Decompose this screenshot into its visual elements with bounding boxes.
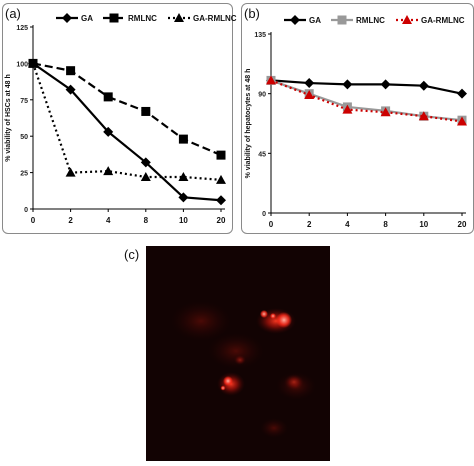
x-tick-label: 20 <box>458 220 467 229</box>
data-point-ga-rmlnc <box>418 111 429 121</box>
x-tick-label: 0 <box>31 216 36 225</box>
y-tick-label: 0 <box>262 211 266 218</box>
legend-marker-ga-rmlnc <box>174 13 184 22</box>
data-point-ga <box>304 78 315 89</box>
x-tick-label: 0 <box>269 220 274 229</box>
series-line-rmlnc <box>270 79 463 122</box>
y-tick-label: 75 <box>20 98 28 105</box>
data-point-ga <box>140 157 151 168</box>
x-tick-label: 10 <box>179 216 188 225</box>
data-point-ga <box>380 79 391 90</box>
data-point-ga-rmlnc <box>380 107 391 117</box>
bright-spot <box>276 312 292 328</box>
data-point-ga <box>216 195 226 206</box>
legend-label: RMLNC <box>128 14 157 23</box>
y-tick-label: 135 <box>254 32 266 39</box>
y-tick-label: 100 <box>16 61 28 68</box>
chart-a-viability-hscs: 0 25 50 75 100 125 0 2 4 8 10 20 % viability of HSCs… <box>5 13 237 225</box>
x-tick-label: 2 <box>68 216 73 225</box>
data-point-rmlnc <box>216 150 226 160</box>
data-point-ga <box>65 84 76 95</box>
data-point-rmlnc <box>141 106 151 116</box>
data-point-ga <box>418 80 429 91</box>
data-point-rmlnc <box>66 66 76 76</box>
y-tick-label: 125 <box>16 25 28 32</box>
series-line-ga-rmlnc <box>270 79 463 123</box>
data-point-ga-rmlnc <box>28 58 38 68</box>
legend-marker-ga <box>62 13 72 23</box>
x-tick-label: 10 <box>419 220 428 229</box>
y-tick-label: 0 <box>24 207 28 214</box>
series-line-ga <box>32 62 222 202</box>
series-line-ga-rmlnc <box>31 63 222 181</box>
legend-marker-ga <box>290 15 300 25</box>
data-point-ga-rmlnc <box>65 167 76 177</box>
data-point-ga-rmlnc <box>342 104 353 114</box>
bright-spot <box>220 385 226 391</box>
faint-cell-region <box>260 418 288 438</box>
panel-c-label: (c) <box>124 247 140 262</box>
panel-b-label: (b) <box>244 6 260 21</box>
y-axis-label: % viability of HSCs at 48 h <box>5 74 12 162</box>
legend-marker-rmlnc <box>109 13 119 23</box>
legend-label: GA <box>309 16 321 25</box>
data-point-ga-rmlnc <box>216 174 226 184</box>
y-axis-label: % viability of hepatocytes at 48 h <box>245 69 252 179</box>
fluorescent-cell <box>284 374 304 390</box>
x-tick-label: 4 <box>345 220 350 229</box>
x-tick-label: 8 <box>383 220 388 229</box>
chart-b-viability-hepatocytes: 0 45 90 135 0 2 4 8 10 20 % viability of hepatocyt… <box>245 15 467 229</box>
y-tick-label: 25 <box>20 171 28 178</box>
legend-marker-rmlnc <box>337 15 347 25</box>
y-tick-label: 90 <box>258 92 266 99</box>
fluorescent-cell <box>234 355 246 365</box>
data-point-ga-rmlnc <box>457 116 467 126</box>
data-point-ga <box>457 88 467 99</box>
faint-cell-region <box>171 301 231 341</box>
data-point-ga-rmlnc <box>178 171 189 181</box>
bright-spot <box>260 310 268 318</box>
x-tick-label: 4 <box>106 216 111 225</box>
data-point-ga <box>103 126 114 137</box>
series-line-ga <box>270 79 463 95</box>
x-tick-label: 20 <box>217 216 226 225</box>
data-point-ga-rmlnc <box>140 171 151 181</box>
data-point-rmlnc <box>178 134 188 144</box>
data-point-ga <box>342 79 353 90</box>
legend-label: GA-RMLNC <box>421 16 465 25</box>
faint-cell-region <box>208 333 264 369</box>
y-tick-label: 45 <box>258 151 266 158</box>
fluorescence-image <box>146 246 330 461</box>
data-point-ga-rmlnc <box>103 166 114 176</box>
y-tick-label: 50 <box>20 134 28 141</box>
x-tick-label: 8 <box>144 216 149 225</box>
legend-label: GA-RMLNC <box>193 14 237 23</box>
legend-label: GA <box>81 14 93 23</box>
data-point-ga-rmlnc <box>304 89 315 99</box>
legend-marker-ga-rmlnc <box>402 15 412 24</box>
data-point-ga-rmlnc <box>266 75 276 85</box>
legend-label: RMLNC <box>356 16 385 25</box>
series-line-rmlnc <box>32 62 222 157</box>
fluorescence-micrograph <box>146 246 330 461</box>
panel-a-frame <box>2 3 233 234</box>
bright-spot <box>270 313 276 319</box>
panel-a-label: (a) <box>5 6 21 21</box>
data-point-ga <box>178 192 189 203</box>
bright-spot <box>223 376 233 386</box>
data-point-rmlnc <box>103 92 113 102</box>
x-tick-label: 2 <box>307 220 312 229</box>
